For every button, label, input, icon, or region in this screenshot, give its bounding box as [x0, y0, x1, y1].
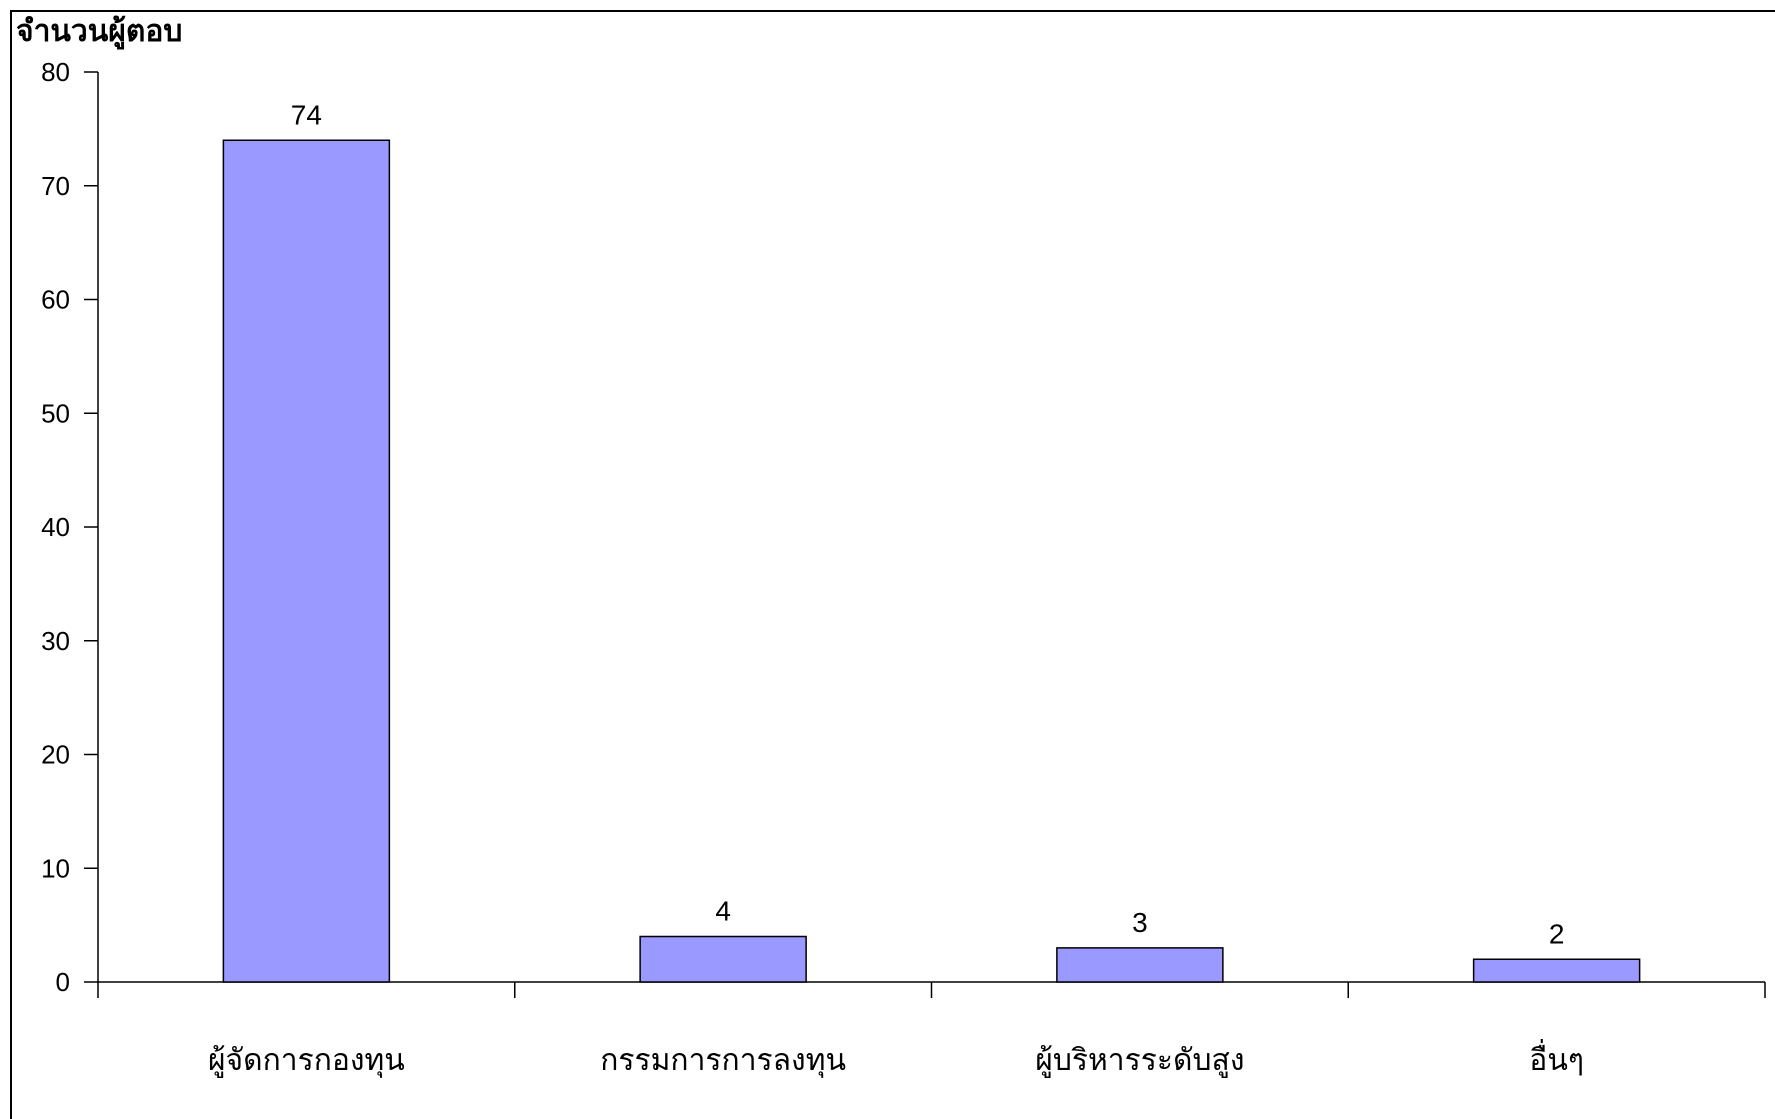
data-label: 4 — [715, 896, 731, 927]
data-label: 3 — [1132, 907, 1148, 938]
y-tick-label: 50 — [41, 398, 70, 428]
bar — [1472, 958, 1641, 983]
y-tick-label: 20 — [41, 740, 70, 770]
x-tick-label: อื่นๆ — [1529, 1039, 1584, 1078]
y-tick-label: 60 — [41, 285, 70, 315]
y-tick-label: 10 — [41, 853, 70, 883]
y-tick-label: 40 — [41, 512, 70, 542]
bar — [1056, 947, 1224, 983]
x-tick-label: ผู้จัดการกองทุน — [208, 1043, 405, 1079]
y-axis-title: จำนวนผู้ตอบ — [16, 14, 183, 49]
data-label: 74 — [291, 99, 322, 130]
x-tick-label: ผู้บริหารระดับสูง — [1035, 1043, 1244, 1078]
y-tick-label: 30 — [41, 626, 70, 656]
y-tick-label: 70 — [41, 171, 70, 201]
chart-frame — [10, 10, 1775, 1119]
y-tick-label: 0 — [56, 967, 70, 997]
data-label: 2 — [1549, 918, 1565, 949]
bar — [222, 139, 391, 983]
bars — [222, 139, 1641, 983]
x-tick-label: กรรมการการลงทุน — [600, 1043, 846, 1079]
bar — [639, 935, 807, 983]
y-tick-label: 80 — [41, 57, 70, 87]
labels: 0 10 20 30 40 50 60 70 80 74 ผู้จัดการกองทุน 4 กรรมก… — [41, 57, 1584, 1079]
